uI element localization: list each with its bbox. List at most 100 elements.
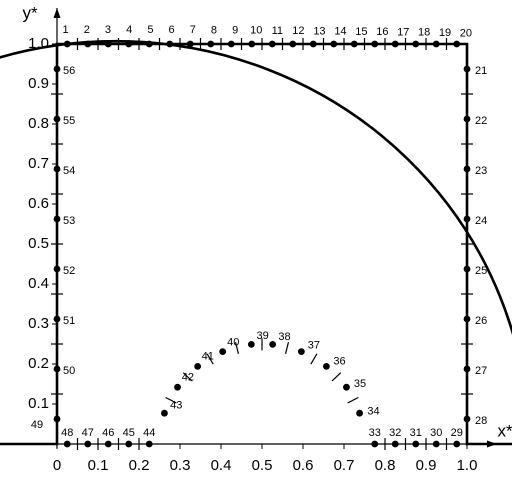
node-label: 46	[102, 427, 114, 439]
node	[412, 40, 420, 48]
y-tick-label: 0.5	[28, 235, 49, 252]
x-tick-label: 0.4	[211, 457, 232, 474]
node	[453, 440, 461, 448]
node	[412, 440, 420, 448]
x-tick-label: 0.5	[252, 457, 273, 474]
node-separator	[284, 342, 290, 354]
node-separator	[347, 396, 359, 404]
node-label: 35	[354, 378, 366, 390]
node-label: 36	[333, 355, 345, 367]
node-label: 16	[376, 26, 388, 38]
node	[84, 40, 92, 48]
node	[463, 365, 471, 373]
node	[432, 440, 440, 448]
node	[391, 440, 399, 448]
node-label: 31	[410, 427, 422, 439]
node	[145, 40, 153, 48]
y-tick-label: 0.3	[28, 315, 49, 332]
node-label: 3	[105, 24, 111, 36]
node	[186, 40, 194, 48]
node-label: 19	[439, 27, 451, 39]
node	[463, 165, 471, 173]
node-label: 10	[250, 25, 262, 37]
y-tick-label: 0.2	[28, 355, 49, 372]
node	[125, 40, 133, 48]
node-label: 28	[475, 415, 487, 427]
node-separator	[331, 372, 342, 382]
node-label: 45	[123, 427, 135, 439]
node	[269, 341, 277, 348]
node-label: 25	[475, 265, 487, 277]
node	[289, 40, 297, 48]
y-axis-arrow	[53, 8, 61, 18]
y-tick-label: 0.1	[28, 395, 49, 412]
y-axis-label: y*	[22, 3, 38, 22]
node	[219, 348, 227, 355]
node-label: 32	[389, 427, 401, 439]
y-tick-label: 0.8	[28, 115, 49, 132]
node	[463, 415, 471, 423]
node-label: 12	[292, 25, 304, 37]
node-label: 8	[211, 24, 217, 36]
node-label: 34	[367, 405, 379, 417]
node-label: 17	[397, 26, 409, 38]
node	[297, 348, 305, 355]
node	[268, 40, 276, 48]
node-separator	[206, 353, 214, 365]
node	[463, 265, 471, 273]
node-label: 43	[170, 400, 182, 412]
x-tick-label: 0.6	[293, 457, 314, 474]
node	[145, 440, 153, 448]
node-label: 1	[62, 24, 68, 36]
node	[53, 65, 61, 73]
node	[174, 383, 181, 391]
node-label: 41	[202, 351, 214, 363]
node-label: 20	[460, 27, 472, 39]
node-label: 13	[313, 25, 325, 37]
node	[330, 40, 338, 48]
node	[463, 115, 471, 123]
node-label: 40	[227, 336, 239, 348]
node-label: 4	[126, 24, 132, 36]
node	[371, 40, 379, 48]
node	[194, 363, 202, 370]
node-label: 22	[475, 115, 487, 127]
node	[322, 363, 330, 370]
node	[125, 440, 133, 448]
node	[63, 40, 71, 48]
node-separator	[165, 396, 177, 404]
node-label: 6	[169, 24, 175, 36]
node	[53, 165, 61, 173]
node-label: 56	[63, 65, 75, 77]
node-label: 33	[369, 427, 381, 439]
x-tick-label: 0.3	[170, 457, 191, 474]
node	[53, 315, 61, 323]
x-tick-label: 0.8	[375, 457, 396, 474]
x-axis-label: x*	[497, 421, 512, 440]
node-label: 42	[182, 372, 194, 384]
node-label: 11	[272, 25, 283, 37]
node	[53, 415, 61, 423]
node-label: 23	[475, 165, 487, 177]
node	[350, 40, 358, 48]
node-label: 21	[475, 65, 487, 77]
node	[104, 40, 112, 48]
node	[63, 440, 71, 448]
node-label: 5	[147, 24, 153, 36]
node-separator	[234, 342, 240, 354]
node-label: 37	[308, 339, 320, 351]
y-tick-label: 0.9	[28, 75, 49, 92]
node-label: 14	[334, 26, 346, 38]
node	[463, 65, 471, 73]
node-label: 54	[63, 165, 75, 177]
node	[207, 40, 215, 48]
y-tick-label: 0.4	[28, 275, 49, 292]
node	[463, 315, 471, 323]
node	[248, 40, 256, 48]
node-separator	[310, 353, 318, 365]
node-label: 44	[143, 427, 155, 439]
node	[391, 40, 399, 48]
x-tick-label: 0.2	[129, 457, 150, 474]
node	[53, 215, 61, 223]
